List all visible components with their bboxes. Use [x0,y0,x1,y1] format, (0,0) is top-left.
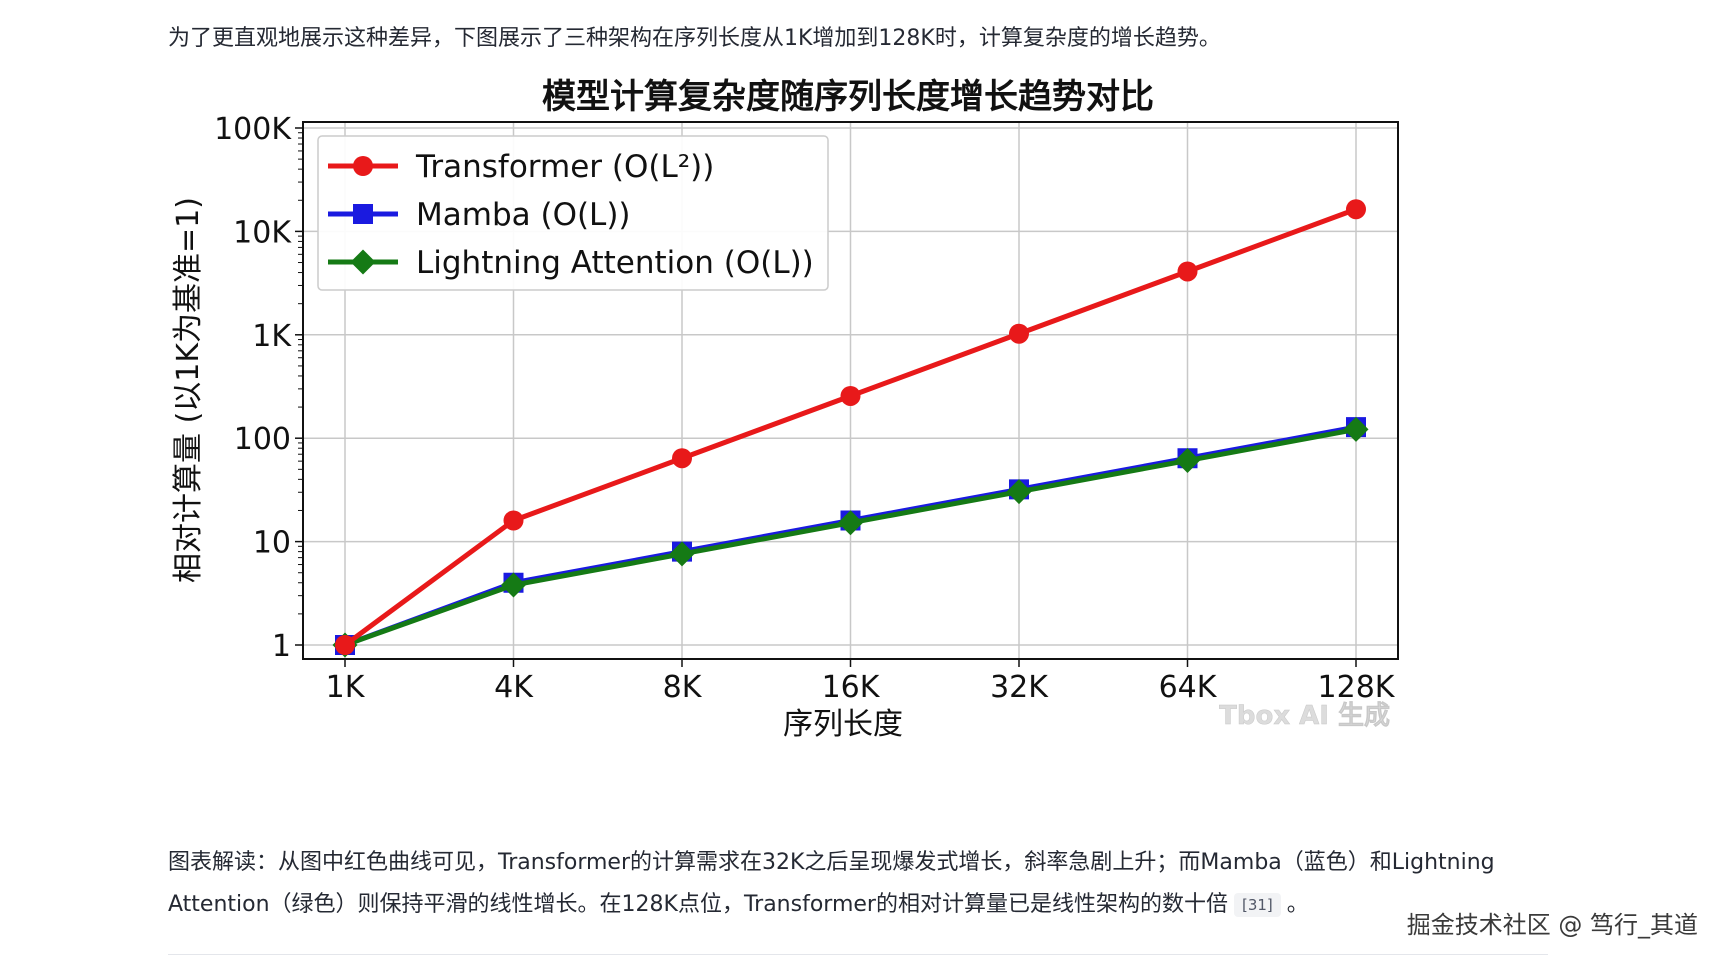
legend: Transformer (O(L²)) Mamba (O(L)) Lightning… [317,135,829,291]
x-tick-label: 128K [1318,670,1396,705]
series-layer [332,199,1369,658]
legend-box [317,135,829,291]
legend-label: Transformer (O(L²)) [415,149,714,185]
data-point-transformer [672,448,692,469]
divider [168,954,1548,955]
data-point-transformer [1177,261,1198,282]
data-point-lightning-attention [1175,448,1200,474]
citation-badge[interactable]: [31] [1233,893,1281,917]
data-point-transformer [1009,323,1029,344]
data-point-lightning-attention [1006,479,1032,505]
x-tick-label: 1K [326,670,366,705]
x-tick-label: 32K [990,670,1049,705]
x-tick-label: 4K [494,670,534,705]
data-point-transformer [503,510,524,531]
legend-label: Lightning Attention (O(L)) [416,245,814,281]
legend-marker [353,156,373,176]
data-point-transformer [335,635,355,655]
data-point-lightning-attention [838,510,863,536]
chart-title: 模型计算复杂度随序列长度增长趋势对比 [542,77,1154,117]
legend-label: Mamba (O(L)) [416,197,631,233]
data-point-lightning-attention [669,541,695,567]
y-tick-label: 100 [234,422,291,457]
legend-marker [350,249,376,275]
caption-end: 。 [1286,892,1309,917]
y-tick-label: 1K [252,319,292,354]
x-tick-label: 64K [1159,670,1218,705]
y-tick-label: 10K [233,215,292,250]
x-tick-label: 8K [663,670,703,705]
x-axis-label: 序列长度 [783,707,903,742]
watermark: Tbox AI 生成 [1219,701,1390,731]
y-tick-label: 1 [272,629,291,664]
data-point-transformer [840,385,861,406]
y-tick-label: 100K [214,112,292,147]
data-point-lightning-attention [1343,416,1369,442]
chart-figure: 模型计算复杂度随序列长度增长趋势对比 1K 4K 8K 16K 32K 64K 128K 1 1… [168,72,1548,822]
x-tick-label: 16K [822,670,881,705]
chart-caption: 图表解读：从图中红色曲线可见，Transformer的计算需求在32K之后呈现爆… [168,842,1568,926]
axis-layer: 1K 4K 8K 16K 32K 64K 128K 1 10 100 1K 10K 100K [214,112,1396,705]
legend-marker [353,204,373,224]
y-axis-label: 相对计算量 (以1K为基准=1) [171,197,206,583]
complexity-line-chart: 模型计算复杂度随序列长度增长趋势对比 1K 4K 8K 16K 32K 64K 128K11… [171,77,1399,742]
caption-text: 图表解读：从图中红色曲线可见，Transformer的计算需求在32K之后呈现爆… [168,850,1495,917]
y-tick-label: 10 [253,526,291,561]
site-watermark: 掘金技术社区 @ 笃行_其道 [1406,911,1698,939]
data-point-lightning-attention [501,572,526,598]
intro-paragraph: 为了更直观地展示这种差异，下图展示了三种架构在序列长度从1K增加到128K时，计… [168,26,1221,51]
data-point-transformer [1346,199,1366,220]
